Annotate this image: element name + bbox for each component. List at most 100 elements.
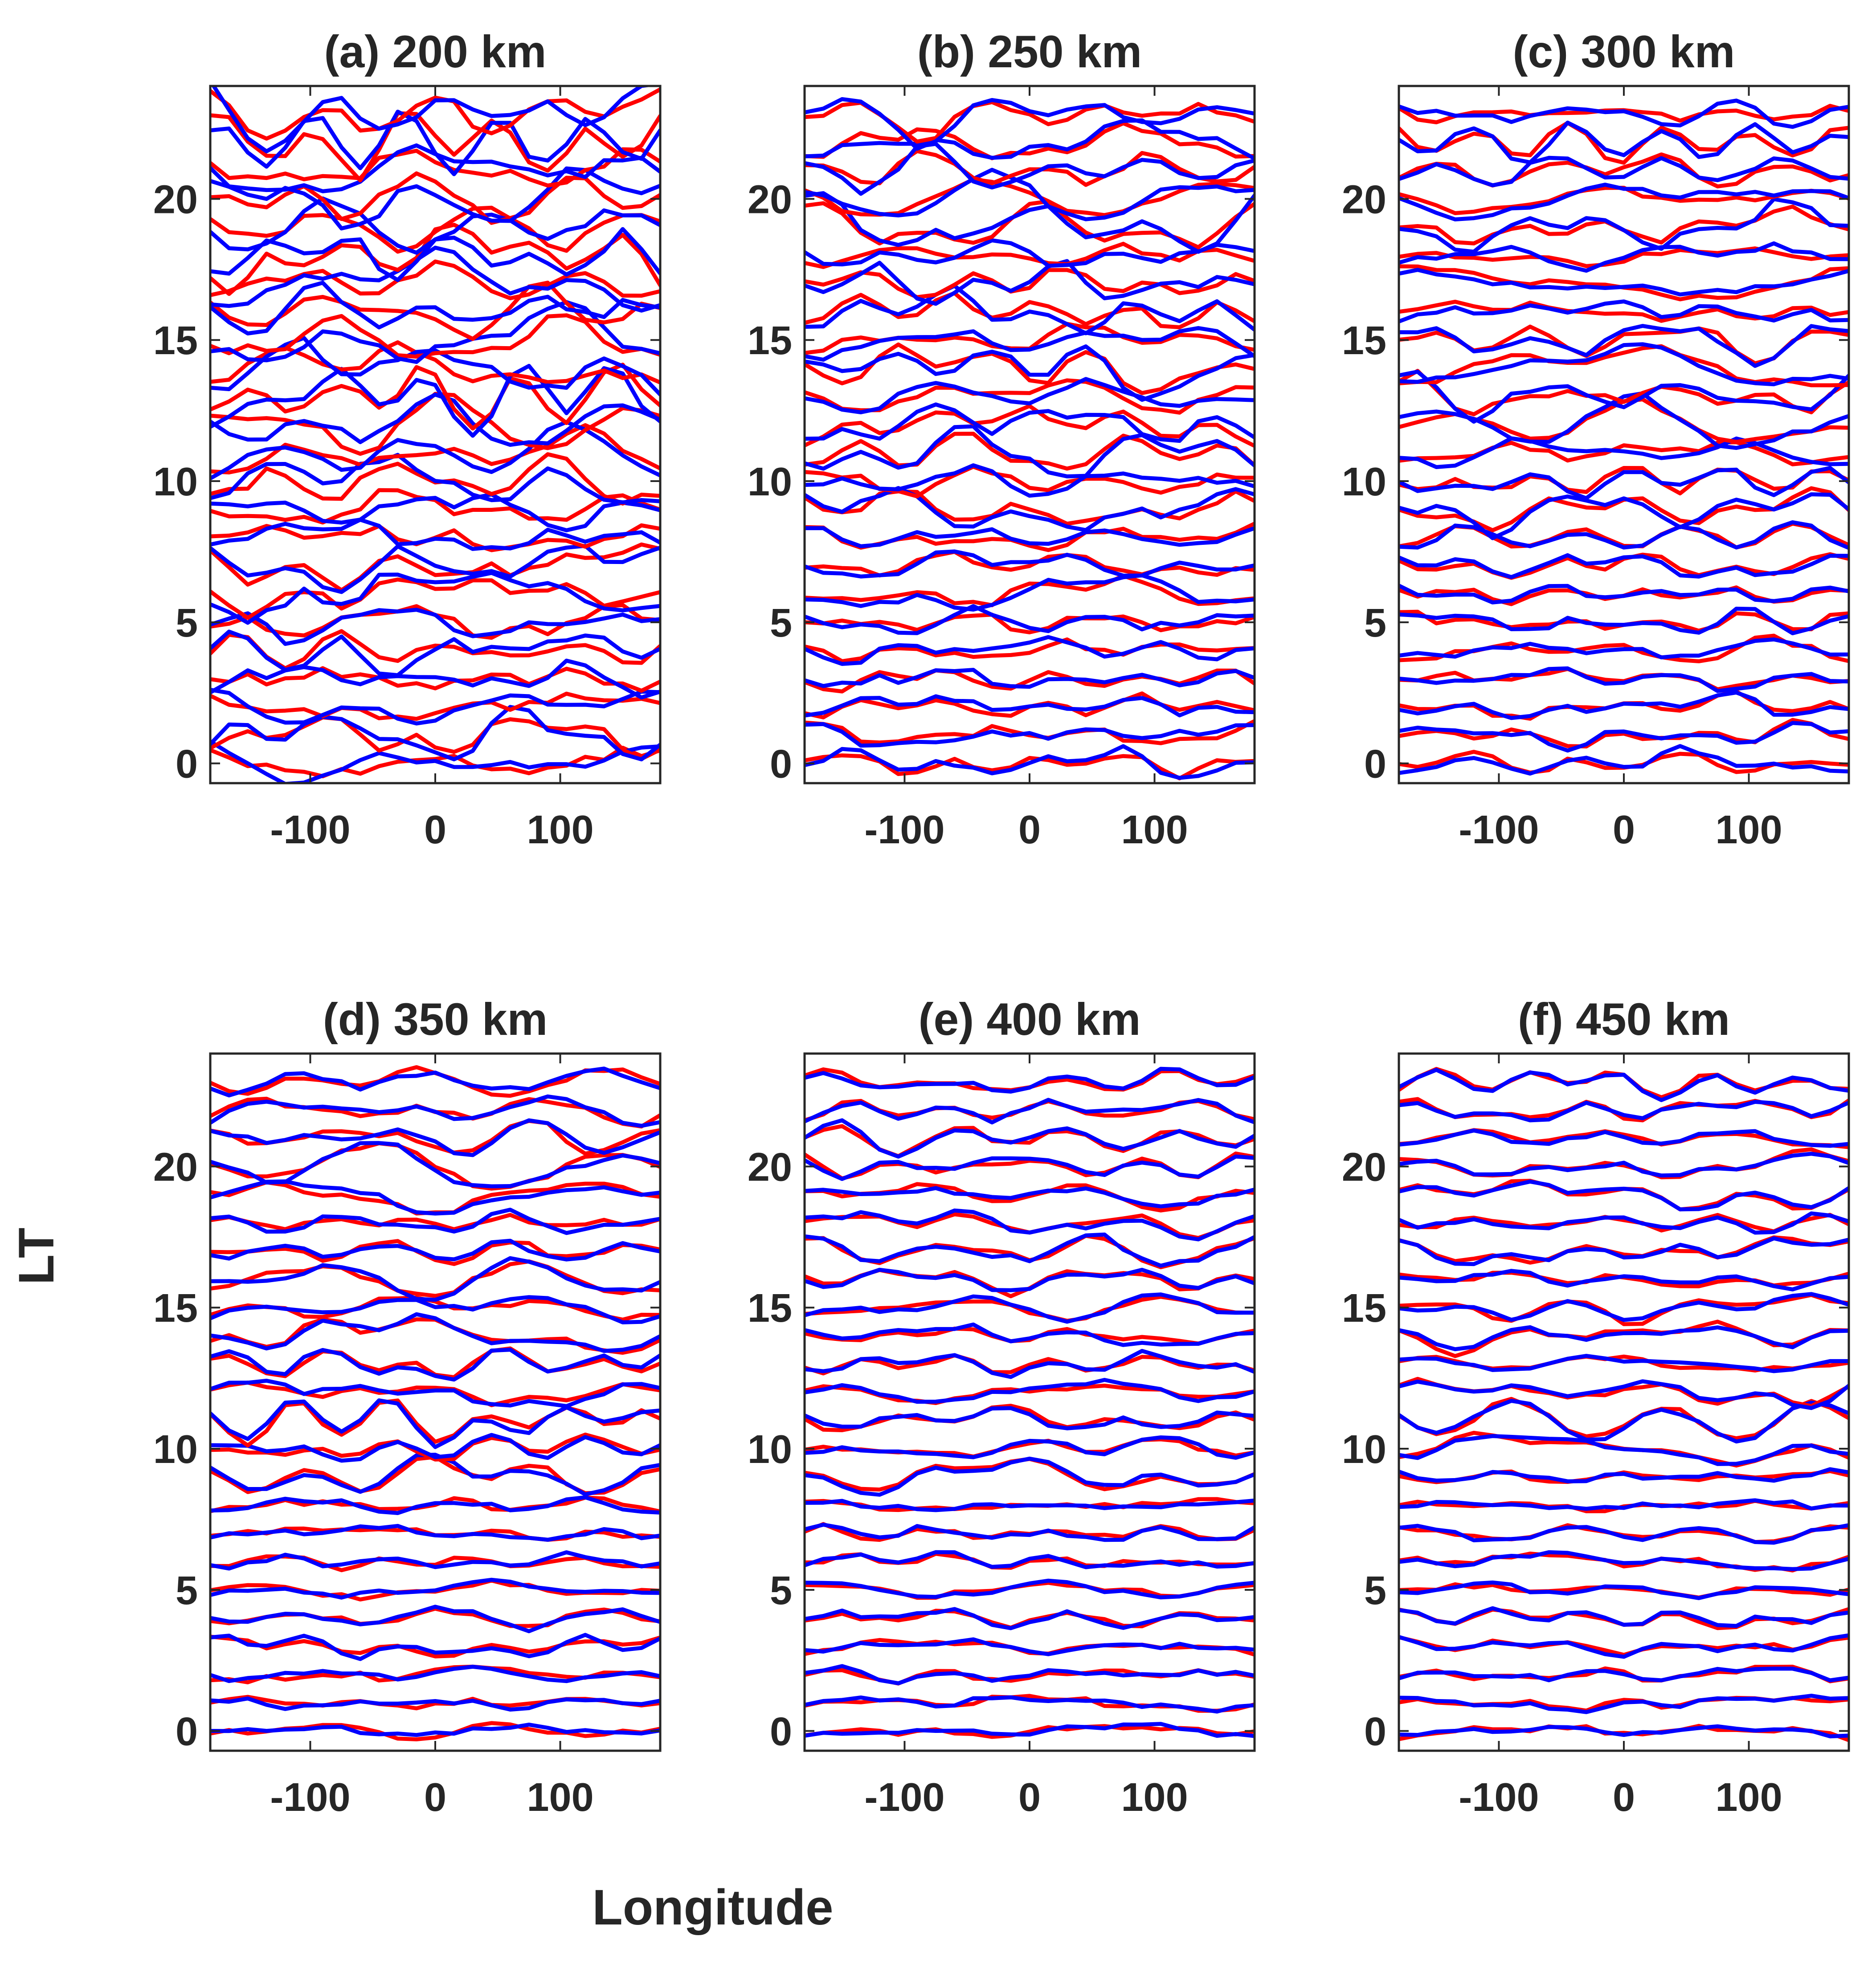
reconstructed-trace-lt-14 <box>210 1312 660 1353</box>
reconstructed-trace-lt-0 <box>1399 744 1849 776</box>
reconstructed-trace-lt-7 <box>805 1523 1255 1542</box>
observed-trace-lt-21 <box>210 147 660 188</box>
panel-3: (c) 300 km -100 0 100 0 5 10 15 20 <box>1342 26 1850 852</box>
reconstructed-trace-lt-15 <box>1399 324 1849 368</box>
observed-trace-lt-10 <box>210 1432 660 1462</box>
reconstructed-trace-lt-4 <box>805 635 1255 666</box>
y-tick-label: 15 <box>1342 1286 1386 1331</box>
observed-trace-lt-11 <box>210 423 660 474</box>
y-tick-label: 20 <box>1342 177 1386 222</box>
panel-6: (f) 450 km -100 0 100 0 5 10 15 20 <box>1342 994 1850 1820</box>
reconstructed-trace-lt-19 <box>805 191 1255 254</box>
reconstructed-trace-lt-3 <box>1399 666 1849 693</box>
observed-trace-lt-16 <box>805 291 1255 330</box>
observed-trace-lt-12 <box>210 1381 660 1407</box>
reconstructed-trace-lt-15 <box>210 1295 660 1324</box>
observed-trace-lt-13 <box>1399 369 1849 417</box>
reconstructed-trace-lt-19 <box>1399 197 1849 254</box>
reconstructed-trace-lt-12 <box>210 1378 660 1408</box>
reconstructed-trace-lt-22 <box>805 1098 1255 1125</box>
y-tick-label: 5 <box>176 1569 198 1613</box>
observed-trace-lt-16 <box>1399 299 1849 323</box>
reconstructed-trace-lt-5 <box>1399 606 1849 635</box>
x-tick-label: 0 <box>1613 1775 1635 1820</box>
reconstructed-trace-lt-0 <box>805 1722 1255 1738</box>
x-tick-label: -100 <box>270 1775 350 1820</box>
reconstructed-trace-lt-1 <box>805 1695 1255 1714</box>
observed-trace-lt-17 <box>210 1239 660 1266</box>
reconstructed-trace-lt-7 <box>210 1524 660 1542</box>
reconstructed-trace-lt-22 <box>210 110 660 176</box>
observed-trace-lt-22 <box>1399 121 1849 165</box>
reconstructed-trace-lt-2 <box>805 1664 1255 1686</box>
observed-trace-lt-12 <box>805 404 1255 448</box>
reconstructed-trace-lt-21 <box>1399 1128 1849 1148</box>
reconstructed-trace-lt-5 <box>805 1578 1255 1600</box>
y-tick-label: 5 <box>176 601 198 645</box>
reconstructed-trace-lt-17 <box>210 245 660 313</box>
observed-trace-lt-13 <box>805 1353 1255 1376</box>
observed-trace-lt-16 <box>210 1259 660 1298</box>
observed-trace-lt-22 <box>210 111 660 183</box>
x-tick-label: 0 <box>424 808 446 852</box>
reconstructed-trace-lt-17 <box>1399 268 1849 297</box>
reconstructed-trace-lt-6 <box>210 571 660 625</box>
reconstructed-trace-lt-21 <box>805 142 1255 196</box>
reconstructed-trace-lt-12 <box>1399 391 1849 450</box>
reconstructed-trace-lt-16 <box>805 284 1255 335</box>
y-tick-label: 20 <box>153 177 198 222</box>
y-tick-label: 10 <box>1342 1427 1386 1472</box>
reconstructed-trace-lt-9 <box>210 492 660 532</box>
x-tick-label: 0 <box>424 1775 446 1820</box>
reconstructed-trace-lt-4 <box>805 1607 1255 1630</box>
y-tick-label: 0 <box>176 1710 198 1754</box>
y-tick-label: 10 <box>748 460 792 504</box>
reconstructed-trace-lt-13 <box>210 364 660 438</box>
reconstructed-trace-lt-7 <box>210 543 660 594</box>
reconstructed-trace-lt-0 <box>210 739 660 783</box>
reconstructed-trace-lt-20 <box>210 1141 660 1189</box>
observed-trace-lt-20 <box>210 1141 660 1191</box>
reconstructed-trace-lt-10 <box>210 453 660 505</box>
reconstructed-trace-lt-20 <box>805 1154 1255 1181</box>
x-tick-label: 100 <box>1715 808 1782 852</box>
y-tick-label: 0 <box>1364 1710 1386 1754</box>
reconstructed-trace-lt-14 <box>805 344 1255 402</box>
y-tick-label: 20 <box>153 1145 198 1189</box>
observed-trace-lt-1 <box>1399 718 1849 749</box>
reconstructed-trace-lt-16 <box>210 281 660 335</box>
observed-trace-lt-22 <box>1399 1097 1849 1123</box>
x-tick-label: 100 <box>1121 1775 1188 1820</box>
observed-trace-lt-2 <box>210 691 660 721</box>
observed-trace-lt-18 <box>210 1213 660 1231</box>
reconstructed-trace-lt-13 <box>805 377 1255 414</box>
reconstructed-trace-lt-9 <box>805 486 1255 532</box>
reconstructed-trace-lt-6 <box>805 1550 1255 1569</box>
reconstructed-trace-lt-2 <box>1399 690 1849 720</box>
reconstructed-trace-lt-18 <box>1399 241 1849 273</box>
reconstructed-trace-lt-23 <box>805 1066 1255 1094</box>
y-tick-label: 20 <box>748 1145 792 1189</box>
reconstructed-trace-lt-20 <box>1399 1152 1849 1178</box>
observed-trace-lt-1 <box>805 719 1255 745</box>
y-tick-label: 10 <box>153 1427 198 1472</box>
x-tick-label: 0 <box>1018 1775 1041 1820</box>
reconstructed-trace-lt-5 <box>805 604 1255 635</box>
reconstructed-trace-lt-15 <box>210 300 660 364</box>
reconstructed-trace-lt-7 <box>805 549 1255 579</box>
panel-5: (e) 400 km -100 0 100 0 5 10 15 20 <box>748 994 1256 1820</box>
reconstructed-trace-lt-22 <box>805 118 1255 161</box>
trace-group <box>805 97 1255 780</box>
reconstructed-trace-lt-3 <box>1399 1633 1849 1659</box>
y-tick-label: 5 <box>1364 1569 1386 1613</box>
reconstructed-trace-lt-4 <box>1399 1606 1849 1628</box>
reconstructed-trace-lt-12 <box>805 1378 1255 1404</box>
x-tick-label: -100 <box>864 808 944 852</box>
reconstructed-trace-lt-16 <box>1399 299 1849 324</box>
reconstructed-trace-lt-21 <box>1399 155 1849 188</box>
reconstructed-trace-lt-14 <box>1399 342 1849 387</box>
reconstructed-trace-lt-3 <box>805 1637 1255 1656</box>
panel-title: (c) 300 km <box>1513 26 1735 77</box>
reconstructed-trace-lt-5 <box>210 608 660 646</box>
